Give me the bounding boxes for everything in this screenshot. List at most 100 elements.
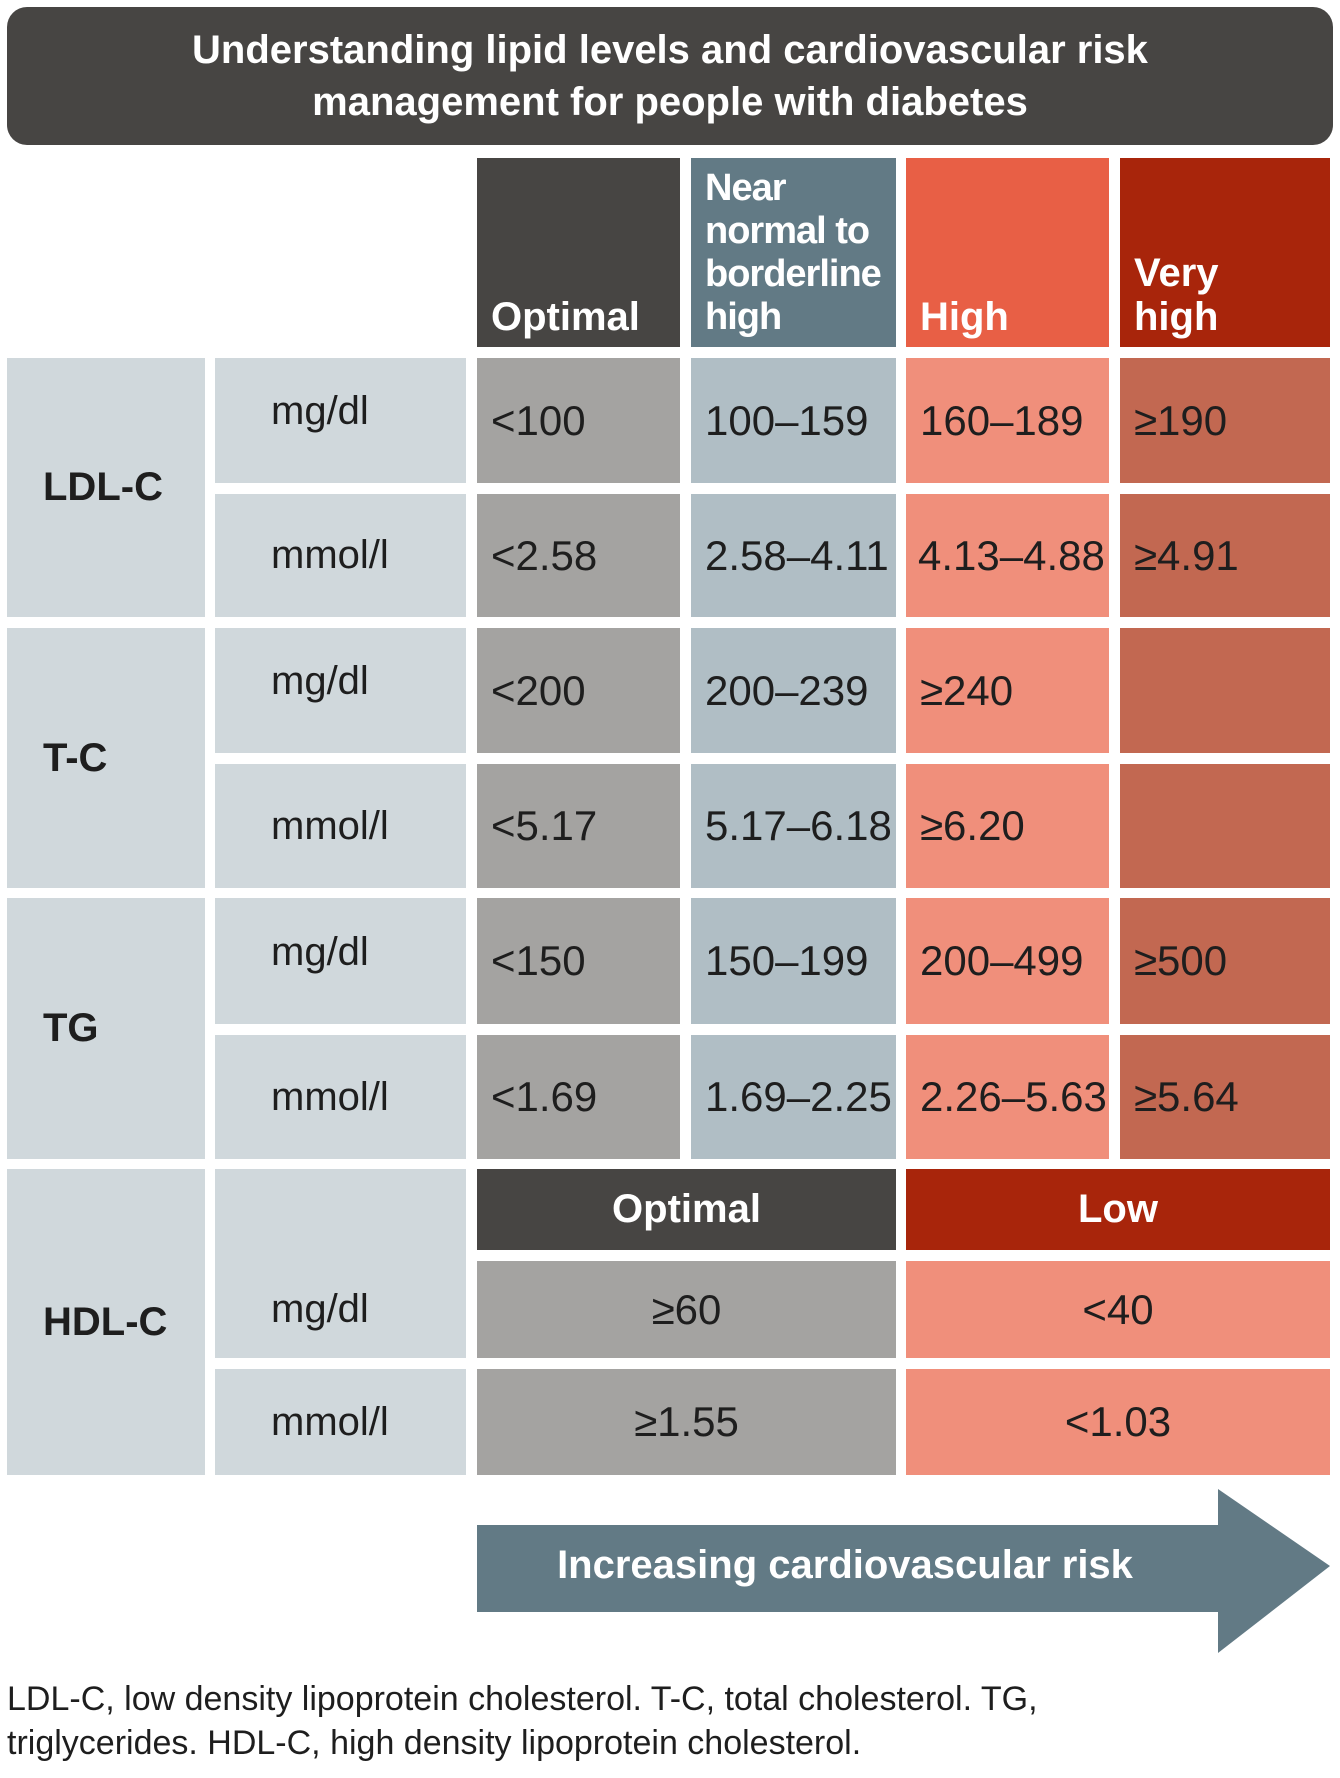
value-text: ≥1.55 — [634, 1398, 739, 1445]
footnote-line: LDL-C, low density lipoprotein cholester… — [7, 1680, 1038, 1718]
header-optimal: Optimal — [477, 158, 680, 347]
value-cell-very-high: ≥500 — [1120, 898, 1330, 1024]
value-cell-very-high: ≥190 — [1120, 358, 1330, 483]
hdl-value-optimal: ≥60 — [477, 1261, 896, 1358]
unit-cell: mmol/l — [215, 1369, 466, 1475]
value-cell-high: 200–499 — [906, 898, 1109, 1024]
value-cell-near: 100–159 — [691, 358, 896, 483]
value-text: 160–189 — [920, 396, 1084, 444]
value-text: ≥5.64 — [1134, 1073, 1239, 1120]
value-text: ≥60 — [651, 1285, 722, 1333]
hdl-header-low-text: Low — [1078, 1187, 1158, 1231]
value-cell-high: 2.26–5.63 — [906, 1035, 1109, 1159]
value-text: ≥240 — [920, 666, 1014, 714]
value-text: 4.13–4.88 — [918, 531, 1105, 579]
value-text: <200 — [491, 666, 586, 714]
header-optimal-text: Optimal — [491, 295, 640, 339]
value-cell-high: 160–189 — [906, 358, 1109, 483]
value-cell-high: ≥240 — [906, 628, 1109, 753]
value-text: ≥4.91 — [1134, 531, 1239, 579]
unit-label: mmol/l — [271, 803, 389, 848]
footnote: LDL-C, low density lipoprotein cholester… — [7, 1677, 1327, 1765]
unit-label: mmol/l — [271, 533, 389, 577]
param-label: TG — [43, 1006, 99, 1050]
value-cell-very-high — [1120, 764, 1330, 888]
hdl-header-optimal-text: Optimal — [612, 1187, 761, 1231]
value-text: 5.17–6.18 — [705, 802, 892, 849]
hdl-header-low: Low — [906, 1169, 1330, 1250]
param-ldl-c: LDL-C — [7, 358, 205, 617]
unit-label: mg/dl — [271, 1287, 369, 1331]
unit-cell: mg/dl — [215, 358, 466, 483]
param-tg: TG — [7, 898, 205, 1159]
header-near-line: normal to — [705, 210, 870, 252]
header-near-line: Near — [705, 167, 786, 209]
value-text: 150–199 — [705, 937, 869, 984]
hdl-value-low: <40 — [906, 1261, 1330, 1358]
risk-arrow-shape — [477, 1489, 1330, 1653]
value-text: ≥6.20 — [920, 802, 1025, 849]
value-text: <150 — [491, 937, 586, 984]
unit-label: mg/dl — [271, 929, 369, 974]
value-text: 100–159 — [705, 396, 869, 444]
header-near-line: high — [705, 296, 782, 338]
value-cell-near: 1.69–2.25 — [691, 1035, 896, 1159]
param-label: T-C — [43, 735, 108, 780]
footnote-line: triglycerides. HDL-C, high density lipop… — [7, 1724, 862, 1762]
value-cell-high: 4.13–4.88 — [906, 494, 1109, 617]
header-near-normal: Near normal to borderline high — [691, 158, 896, 347]
value-text: <1.69 — [491, 1073, 598, 1120]
hdl-unit-spacer — [215, 1169, 466, 1358]
unit-cell: mmol/l — [215, 764, 466, 888]
param-label: HDL-C — [43, 1299, 168, 1344]
unit-label: mg/dl — [271, 389, 369, 433]
value-cell-high: ≥6.20 — [906, 764, 1109, 888]
value-cell-near: 2.58–4.11 — [691, 494, 896, 617]
param-label: LDL-C — [43, 465, 163, 509]
value-cell-near: 150–199 — [691, 898, 896, 1024]
value-text: 200–239 — [705, 666, 869, 714]
value-text: 2.26–5.63 — [920, 1073, 1107, 1120]
value-cell-optimal: <100 — [477, 358, 680, 483]
value-cell-optimal: <2.58 — [477, 494, 680, 617]
figure-title: Understanding lipid levels and cardiovas… — [7, 7, 1333, 145]
value-cell-near: 5.17–6.18 — [691, 764, 896, 888]
value-text: <1.03 — [1064, 1398, 1172, 1445]
title-line-1: Understanding lipid levels and cardiovas… — [192, 28, 1148, 72]
value-cell-near: 200–239 — [691, 628, 896, 753]
value-text: ≥190 — [1134, 396, 1228, 444]
value-text: <5.17 — [491, 802, 598, 849]
risk-arrow-label: Increasing cardiovascular risk — [557, 1543, 1134, 1587]
value-text: 2.58–4.11 — [705, 531, 889, 579]
value-text: ≥500 — [1134, 937, 1228, 984]
value-text: <2.58 — [491, 531, 598, 579]
value-cell-optimal: <150 — [477, 898, 680, 1024]
value-cell-optimal: <5.17 — [477, 764, 680, 888]
header-very-high-line: high — [1134, 295, 1219, 339]
title-line-2: management for people with diabetes — [312, 80, 1028, 124]
unit-cell: mg/dl — [215, 898, 466, 1024]
header-very-high-line: Very — [1134, 251, 1219, 295]
header-high-text: High — [920, 295, 1009, 339]
param-hdl-c: HDL-C — [7, 1169, 205, 1475]
unit-cell: mg/dl — [215, 1261, 466, 1358]
value-cell-optimal: <200 — [477, 628, 680, 753]
unit-cell: mg/dl — [215, 628, 466, 753]
value-cell-optimal: <1.69 — [477, 1035, 680, 1159]
value-cell-very-high — [1120, 628, 1330, 753]
value-text: 1.69–2.25 — [705, 1073, 892, 1120]
unit-label: mg/dl — [271, 659, 369, 703]
value-cell-very-high: ≥4.91 — [1120, 494, 1330, 617]
hdl-value-optimal: ≥1.55 — [477, 1369, 896, 1475]
unit-cell: mmol/l — [215, 494, 466, 617]
value-cell-very-high: ≥5.64 — [1120, 1035, 1330, 1159]
unit-label: mmol/l — [271, 1074, 389, 1119]
param-t-c: T-C — [7, 628, 205, 888]
unit-label: mmol/l — [271, 1399, 389, 1444]
value-text: 200–499 — [920, 937, 1084, 984]
value-text: <100 — [491, 396, 586, 444]
header-high: High — [906, 158, 1109, 347]
header-very-high: Very high — [1120, 158, 1330, 347]
value-text: <40 — [1082, 1285, 1154, 1333]
